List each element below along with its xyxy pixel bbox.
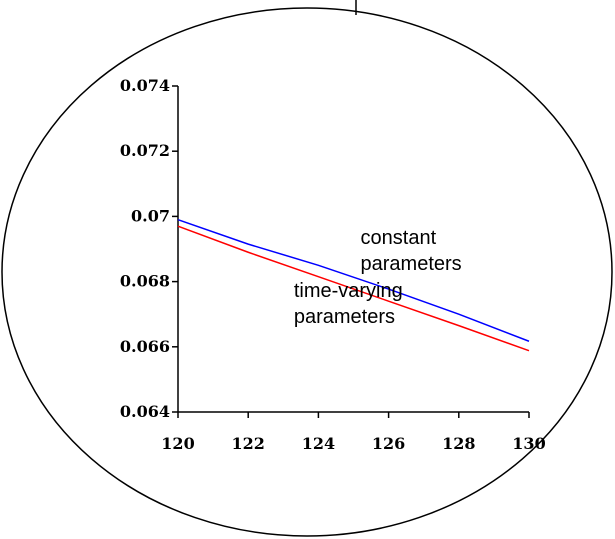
- x-tick-label: 122: [231, 434, 264, 453]
- y-tick-label: 0.066: [120, 337, 170, 356]
- y-tick-label: 0.074: [120, 76, 170, 95]
- x-tick-label: 130: [512, 434, 545, 453]
- outline-ellipse: [1, 7, 613, 537]
- series-line-constant: [177, 218, 530, 342]
- annotation-label: parameters: [294, 306, 395, 328]
- annotation-label: constant: [361, 227, 437, 249]
- axes: [177, 86, 529, 413]
- annotation-label: time-varying: [294, 280, 403, 302]
- series-line-time-varying: [177, 225, 530, 352]
- x-tick-label: 124: [302, 434, 335, 453]
- annotation-label: parameters: [361, 253, 462, 275]
- x-tick-label: 126: [372, 434, 405, 453]
- x-tick-label: 120: [161, 434, 194, 453]
- y-tick-label: 0.064: [120, 402, 170, 421]
- y-tick-label: 0.07: [131, 206, 170, 225]
- y-tick-label: 0.072: [120, 141, 170, 160]
- x-tick-label: 128: [442, 434, 475, 453]
- y-tick-label: 0.068: [120, 272, 170, 291]
